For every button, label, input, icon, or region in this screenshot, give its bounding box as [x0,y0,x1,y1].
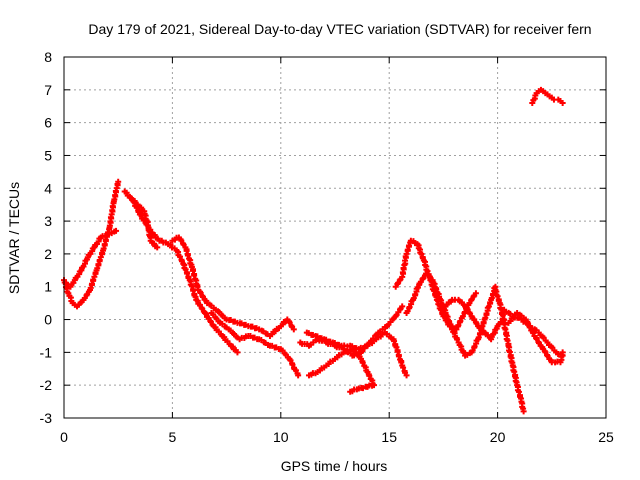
series-sat-track-2 [63,227,120,290]
series-sat-track-16 [529,86,566,106]
series-sat-track-15 [505,309,566,366]
interp-marker [190,287,197,294]
data-point [347,388,354,395]
data-point [290,326,297,333]
x-tick-label: 0 [60,429,68,445]
y-tick-label: -2 [40,377,53,393]
interp-marker [400,364,407,371]
data-series [61,86,566,415]
x-tick-label: 10 [273,429,289,445]
x-tick-label: 25 [598,429,614,445]
y-tick-labels: -3 -2 -1 0 1 2 3 4 5 6 7 8 [40,49,53,426]
interp-marker [183,247,190,254]
series-sat-track-9 [303,329,410,379]
y-tick-label: 2 [44,246,52,262]
data-point [399,303,406,310]
interp-marker [184,252,191,259]
y-tick-label: 7 [44,82,52,98]
data-point [234,349,241,356]
y-tick-label: 5 [44,147,52,163]
y-tick-label: 8 [44,49,52,65]
interp-marker [515,388,522,395]
interp-marker [395,353,402,360]
interp-marker [366,372,373,379]
interp-marker [176,253,183,260]
data-point [559,349,566,356]
x-tick-label: 15 [381,429,397,445]
interp-marker [191,272,198,279]
data-point [113,227,120,234]
interp-marker [393,344,400,351]
y-tick-label: 3 [44,213,52,229]
x-tick-labels: 0 5 10 15 20 25 [60,429,614,445]
plot-frame [63,56,607,419]
series-sat-track-6 [208,309,302,379]
interp-marker [394,348,401,355]
interp-marker [190,267,197,274]
series-sat-track-5 [169,234,297,339]
y-tick-label: -3 [40,410,53,426]
y-tick-label: 0 [44,312,52,328]
data-point [520,408,527,415]
y-axis-title: SDTVAR / TECUs [6,182,22,294]
interp-marker [188,283,195,290]
series-sat-track-8 [305,346,378,395]
interp-marker [359,359,366,366]
y-tick-label: -1 [40,344,53,360]
interp-marker [494,293,501,300]
y-tick-label: 6 [44,115,52,131]
data-point [115,178,122,185]
data-point [559,99,566,106]
y-tick-label: 4 [44,180,52,196]
interp-marker [194,283,201,290]
data-point [154,244,161,251]
x-tick-label: 20 [490,429,506,445]
chart-title: Day 179 of 2021, Sidereal Day-to-day VTE… [88,21,591,37]
data-point [403,372,410,379]
y-tick-label: 1 [44,279,52,295]
x-axis-title: GPS time / hours [281,458,388,474]
data-point [472,290,479,297]
data-point [295,372,302,379]
grid [64,57,606,418]
interp-marker [391,338,398,345]
series-sat-track-4 [128,195,161,251]
x-tick-label: 5 [169,429,177,445]
